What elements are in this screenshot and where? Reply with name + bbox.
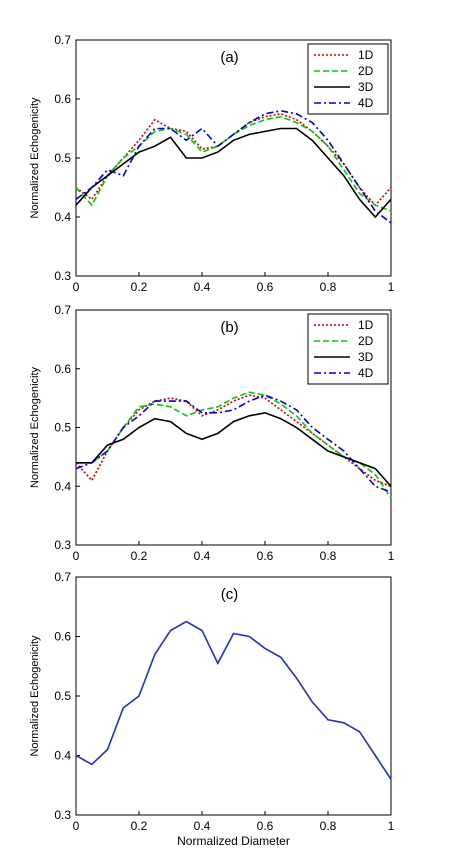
x-tick-label: 0.6 [257, 549, 274, 563]
legend-label: 1D [358, 48, 374, 62]
x-tick-label: 1 [388, 819, 395, 833]
series-line [75, 109, 392, 224]
x-tick-label: 0.8 [320, 549, 337, 563]
x-tick-label: 0.4 [194, 280, 211, 294]
panel-label: (c) [221, 586, 239, 603]
x-tick-label: 0.2 [131, 549, 148, 563]
legend-label: 4D [358, 96, 374, 110]
panel-label: (b) [220, 319, 238, 336]
legend-label: 3D [358, 80, 374, 94]
legend-label: 4D [358, 366, 374, 380]
y-tick-label: 0.7 [54, 33, 71, 47]
y-tick-label: 0.6 [54, 92, 71, 106]
y-tick-label: 0.6 [54, 362, 71, 376]
plot-frame [75, 576, 392, 816]
legend-label: 3D [358, 350, 374, 364]
y-tick-label: 0.7 [54, 570, 71, 584]
series-line [76, 411, 392, 487]
y-axis-label: Normalized Echogenicity [29, 635, 41, 757]
legend-label: 1D [358, 318, 374, 332]
x-tick-label: 0.6 [257, 280, 274, 294]
x-tick-label: 1 [388, 549, 395, 563]
x-tick-label: 0.4 [194, 549, 211, 563]
x-tick-label: 0 [73, 819, 80, 833]
series-line [75, 394, 392, 493]
x-tick-label: 0.2 [131, 819, 148, 833]
y-tick-label: 0.4 [54, 749, 71, 763]
y-tick-label: 0.3 [54, 808, 71, 822]
y-axis-label: Normalized Echogenicity [29, 97, 41, 219]
series-line [75, 127, 392, 219]
y-axis-label: Normalized Echogenicity [29, 366, 41, 488]
x-tick-label: 0 [73, 280, 80, 294]
x-tick-label: 0.2 [131, 280, 148, 294]
series-line [76, 391, 392, 499]
y-tick-label: 0.4 [54, 479, 71, 493]
x-axis-label: Normalized Diameter [177, 834, 290, 848]
series-line [75, 112, 392, 207]
x-tick-label: 0.4 [194, 819, 211, 833]
series-line [75, 620, 392, 780]
x-tick-label: 1 [388, 280, 395, 294]
y-tick-label: 0.5 [54, 689, 71, 703]
y-tick-label: 0.4 [54, 210, 71, 224]
y-tick-label: 0.5 [54, 151, 71, 165]
y-tick-label: 0.5 [54, 421, 71, 435]
x-tick-label: 0.8 [320, 819, 337, 833]
legend-label: 2D [358, 334, 374, 348]
x-tick-label: 0.6 [257, 819, 274, 833]
y-tick-label: 0.3 [54, 269, 71, 283]
y-tick-label: 0.7 [54, 303, 71, 317]
y-tick-label: 0.6 [54, 630, 71, 644]
y-tick-label: 0.3 [54, 538, 71, 552]
series-line [75, 394, 392, 488]
legend-label: 2D [358, 64, 374, 78]
x-tick-label: 0.8 [320, 280, 337, 294]
panel-label: (a) [220, 49, 238, 66]
x-tick-label: 0 [73, 549, 80, 563]
